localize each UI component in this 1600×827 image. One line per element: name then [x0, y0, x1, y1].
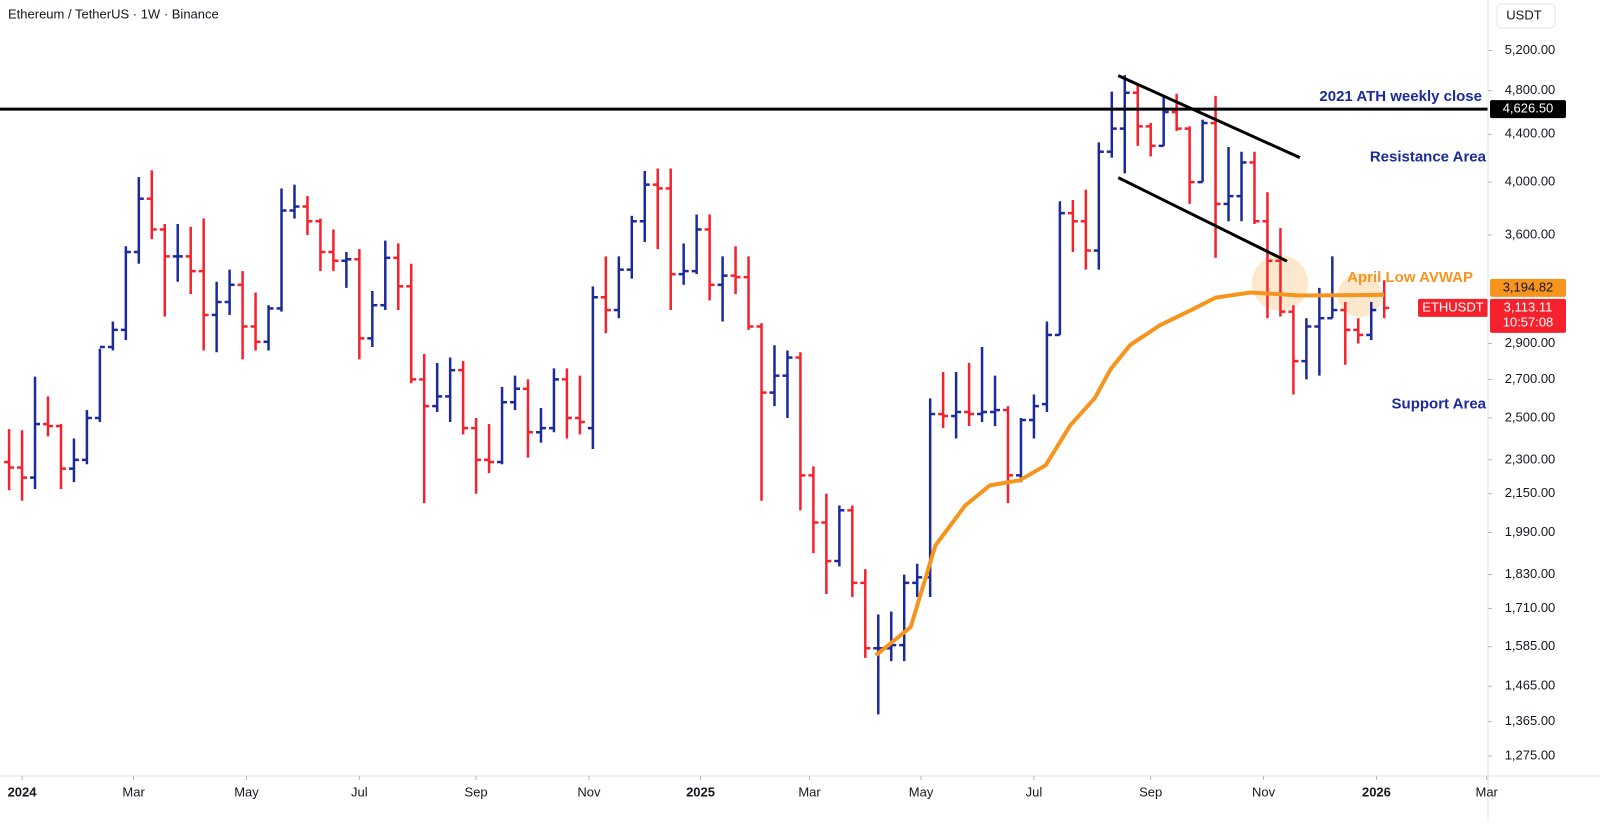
avwap-price-box — [1490, 278, 1566, 297]
x-tick-label: May — [234, 784, 259, 799]
x-tick-label: 2026 — [1362, 784, 1391, 799]
avwap-name: April Low AVWAP — [1347, 269, 1473, 286]
x-tick-label: Nov — [577, 784, 601, 799]
channel-line — [1117, 176, 1288, 263]
y-tick-label: 2,900.00 — [1505, 335, 1556, 350]
avwap-line — [874, 290, 1385, 657]
last-price-box — [1490, 298, 1566, 333]
x-tick-label: Sep — [465, 784, 488, 799]
y-tick-label: 1,365.00 — [1505, 713, 1556, 728]
y-tick-label: 1,275.00 — [1505, 747, 1556, 762]
countdown: 10:57:08 — [1503, 314, 1554, 329]
y-tick-label: 3,600.00 — [1505, 226, 1556, 241]
y-tick-label: 1,710.00 — [1505, 600, 1556, 615]
overlays: Resistance Area Support Area 3,113.1110:57… — [0, 74, 1566, 413]
symbol-box — [1418, 298, 1488, 317]
avwap-price-label: 3,194.82 — [1503, 279, 1554, 294]
chart-title: Ethereum / TetherUS · 1W · Binance — [8, 6, 219, 21]
currency: USDT — [1506, 7, 1541, 22]
y-tick-label: 1,830.00 — [1505, 566, 1556, 581]
axes: 5,200.00 4,800.00 4,400.00 4,000.00 3,600.00… — [8, 42, 1556, 800]
x-tick-label: 2025 — [686, 784, 715, 799]
x-tick-label: Mar — [122, 784, 145, 799]
y-tick-label: 2,500.00 — [1505, 409, 1556, 424]
y-tick-label: 2,150.00 — [1505, 485, 1556, 500]
x-tick-label: May — [909, 784, 934, 799]
x-tick-label: Mar — [798, 784, 821, 799]
x-tick-label: Mar — [1476, 784, 1499, 799]
last-price-label: 3,113.11 — [1504, 299, 1553, 314]
channel-line — [1117, 74, 1301, 160]
symbol-label: ETHUSDT — [1422, 299, 1483, 314]
y-tick-label: 2,300.00 — [1505, 451, 1556, 466]
y-tick-label: 4,400.00 — [1505, 126, 1556, 141]
level-price-box — [1490, 100, 1566, 119]
x-tick-label: Nov — [1252, 784, 1276, 799]
y-tick-label: 5,200.00 — [1505, 42, 1556, 57]
y-tick-label: 4,800.00 — [1505, 82, 1556, 97]
zone-label: Support Area — [1392, 396, 1487, 413]
x-tick-label: Jul — [351, 784, 368, 799]
y-tick-label: 1,990.00 — [1505, 524, 1556, 539]
marks — [4, 75, 1390, 715]
x-tick-label: Sep — [1139, 784, 1162, 799]
x-tick-label: 2024 — [8, 784, 38, 799]
zone-label: Resistance Area — [1370, 148, 1487, 165]
currency-box[interactable] — [1496, 3, 1556, 29]
y-tick-label: 4,000.00 — [1505, 174, 1556, 189]
y-tick-label: 2,700.00 — [1505, 371, 1556, 386]
x-tick-label: Jul — [1026, 784, 1043, 799]
level-label: 2021 ATH weekly close — [1319, 88, 1482, 105]
y-tick-label: 1,585.00 — [1505, 638, 1556, 653]
y-tick-label: 1,465.00 — [1505, 678, 1556, 693]
level-price-label: 4,626.50 — [1503, 101, 1554, 116]
